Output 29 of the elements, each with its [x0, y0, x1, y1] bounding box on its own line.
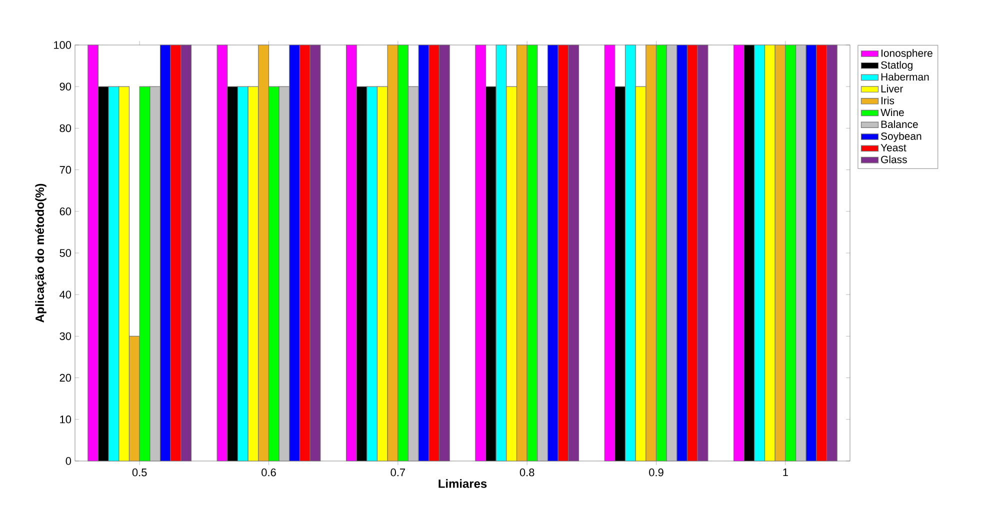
x-tick-label: 0.9: [649, 468, 664, 476]
y-tick-label: 100: [54, 41, 72, 49]
x-tick-label: 0.8: [520, 468, 534, 476]
legend-label: Haberman: [881, 72, 929, 81]
legend-label: Iris: [882, 96, 894, 104]
legend-label: Wine: [880, 108, 904, 116]
y-tick-label: 30: [60, 332, 72, 340]
y-tick-label: 90: [60, 82, 72, 90]
x-tick-label: 0.6: [262, 468, 276, 476]
y-tick-label: 40: [60, 290, 72, 298]
y-tick-label: 10: [60, 416, 72, 424]
x-tick-label: 1: [783, 468, 788, 476]
x-axis-title: Limiares: [438, 479, 487, 488]
legend-label: Liver: [881, 84, 904, 92]
x-tick-label: 0.7: [390, 468, 405, 476]
y-tick-label: 80: [60, 124, 72, 132]
legend-label: Statlog: [881, 61, 912, 71]
legend-label: Ionosphere: [882, 49, 932, 59]
legend-label: Yeast: [880, 144, 906, 152]
y-tick-label: 50: [60, 249, 72, 257]
y-tick-label: 60: [60, 208, 72, 216]
y-tick-label: 70: [60, 166, 72, 174]
legend-label: Soybean: [881, 132, 922, 142]
legend-label: Glass: [881, 156, 907, 164]
legend-label: Balance: [881, 120, 918, 128]
y-tick-label: 0: [66, 457, 72, 465]
x-tick-label: 0.5: [132, 468, 147, 476]
y-axis-title: Aplicação do método(%): [35, 184, 46, 322]
y-tick-label: 20: [60, 374, 72, 382]
